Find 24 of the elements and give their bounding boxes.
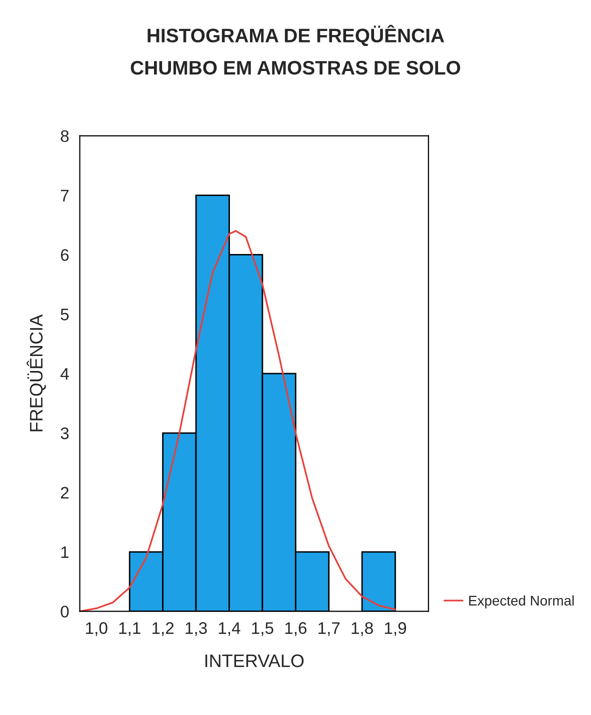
x-tick-label: 1,6: [285, 622, 306, 636]
y-tick-label: 2: [60, 486, 69, 498]
chart-title: HISTOGRAMA DE FREQÜÊNCIA CHUMBO EM AMOSTRAS DE SOLO: [130, 24, 460, 75]
x-tick-label: 1,5: [252, 622, 274, 636]
y-axis-title: FREQÜÊNCIA: [26, 314, 46, 432]
y-tick-label: 1: [61, 546, 69, 558]
x-tick-label: 1,1: [119, 622, 140, 636]
x-tick-label: 1,9: [384, 622, 406, 636]
y-tick-label: 6: [60, 249, 69, 261]
line-series: [80, 230, 396, 612]
x-tick-label: 1,2: [152, 622, 174, 636]
y-tick-label: 4: [60, 368, 69, 380]
x-axis-title: INTERVALO: [205, 654, 304, 668]
y-tick-label: 3: [60, 427, 69, 440]
y-tick-label: 7: [60, 190, 69, 202]
y-tick-label: 0: [60, 606, 69, 618]
x-tick-label: 1,3: [186, 622, 207, 636]
x-tick-label: 1,8: [352, 622, 373, 636]
x-tick-label: 1,7: [318, 622, 340, 636]
x-tick-label: 1,0: [86, 622, 108, 636]
legend-label: Expected Normal: [469, 595, 574, 608]
y-tick-label: 5: [60, 308, 69, 320]
y-tick-label: 8: [60, 130, 69, 142]
x-tick-label: 1,4: [218, 622, 240, 636]
